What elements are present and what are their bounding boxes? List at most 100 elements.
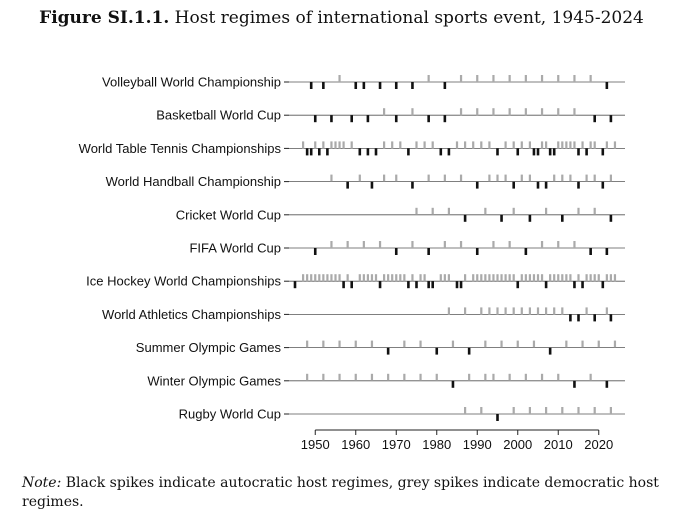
autocratic-spike [536, 181, 540, 189]
autocratic-spike [386, 347, 390, 355]
democratic-spike [528, 174, 531, 182]
democratic-spike [415, 207, 418, 215]
democratic-spike [472, 274, 475, 282]
autocratic-spike [475, 181, 479, 189]
democratic-spike [524, 75, 527, 82]
democratic-spike [565, 141, 568, 149]
democratic-spike [609, 407, 612, 414]
democratic-spike [370, 373, 374, 381]
autocratic-spike [411, 82, 414, 89]
democratic-spike [492, 373, 495, 381]
democratic-spike [346, 274, 349, 282]
series-label: Summer Olympic Games [136, 340, 282, 355]
democratic-spike [520, 274, 523, 282]
democratic-spike [532, 340, 536, 348]
democratic-spike [459, 75, 463, 82]
democratic-spike [573, 241, 576, 248]
democratic-spike [476, 75, 479, 82]
democratic-spike [520, 141, 523, 149]
democratic-spike [488, 141, 491, 149]
democratic-spike [338, 373, 341, 381]
democratic-spike [589, 274, 592, 282]
figure-label: Figure SI.1.1. [39, 8, 170, 28]
autocratic-spike [374, 148, 378, 156]
democratic-spike [330, 141, 333, 149]
series-label: FIFA World Cup [189, 241, 281, 256]
democratic-spike [528, 407, 531, 414]
autocratic-spike [548, 347, 552, 355]
democratic-spike [585, 274, 588, 282]
series-label: Ice Hockey World Championships [86, 274, 281, 289]
democratic-spike [553, 274, 556, 282]
democratic-spike [455, 141, 459, 149]
democratic-spike [536, 307, 540, 315]
autocratic-spike [544, 181, 548, 189]
democratic-spike [411, 241, 414, 248]
series-label: Winter Olympic Games [147, 373, 281, 388]
democratic-spike [613, 340, 617, 348]
autocratic-spike [309, 82, 313, 89]
democratic-spike [443, 241, 446, 248]
democratic-spike [504, 307, 507, 315]
democratic-spike [443, 274, 446, 282]
strip-chart: Volleyball World Championship Basketball … [79, 75, 625, 452]
democratic-spike [500, 274, 503, 282]
democratic-spike [476, 274, 479, 282]
democratic-spike [492, 274, 495, 282]
democratic-spike [536, 274, 540, 282]
autocratic-spike [536, 148, 540, 156]
democratic-spike [565, 274, 568, 282]
autocratic-spike [532, 148, 536, 156]
democratic-spike [318, 274, 321, 282]
note-text: Black spikes indicate autocratic host re… [22, 475, 659, 510]
democratic-spike [431, 207, 434, 215]
autocratic-spike [443, 115, 447, 123]
autocratic-spike [342, 281, 345, 289]
democratic-spike [524, 373, 527, 381]
x-tick-label: 1990 [463, 437, 492, 452]
autocratic-spike [573, 281, 576, 289]
democratic-spike [370, 340, 374, 348]
autocratic-spike [463, 214, 467, 222]
democratic-spike [338, 75, 341, 82]
autocratic-spike [605, 82, 609, 89]
autocratic-spike [451, 380, 455, 388]
democratic-spike [358, 174, 361, 182]
democratic-spike [459, 241, 463, 248]
x-tick-label: 1950 [301, 437, 330, 452]
x-tick-label: 2020 [584, 437, 613, 452]
autocratic-spike [293, 281, 297, 289]
democratic-spike [557, 141, 560, 149]
democratic-spike [447, 207, 450, 215]
democratic-spike [306, 274, 309, 282]
autocratic-spike [524, 248, 528, 255]
autocratic-spike [427, 248, 430, 255]
democratic-spike [589, 373, 592, 381]
autocratic-spike [366, 148, 370, 156]
democratic-spike [472, 141, 475, 149]
democratic-spike [492, 241, 495, 248]
autocratic-spike [439, 148, 443, 156]
democratic-spike [403, 340, 406, 348]
democratic-spike [387, 373, 390, 381]
democratic-spike [435, 373, 438, 381]
autocratic-spike [350, 281, 353, 289]
democratic-spike [334, 274, 337, 282]
autocratic-spike [577, 314, 580, 322]
democratic-spike [391, 274, 394, 282]
democratic-spike [383, 141, 386, 149]
autocratic-spike [589, 248, 592, 255]
democratic-spike [468, 373, 471, 381]
democratic-spike [330, 274, 333, 282]
democratic-spike [439, 274, 442, 282]
autocratic-spike [318, 148, 321, 156]
democratic-spike [484, 207, 487, 215]
democratic-spike [605, 141, 608, 149]
democratic-spike [330, 174, 333, 182]
democratic-spike [362, 274, 365, 282]
democratic-spike [314, 274, 317, 282]
autocratic-spike [593, 314, 596, 322]
democratic-spike [383, 174, 386, 182]
democratic-spike [431, 141, 434, 149]
democratic-spike [322, 141, 325, 149]
